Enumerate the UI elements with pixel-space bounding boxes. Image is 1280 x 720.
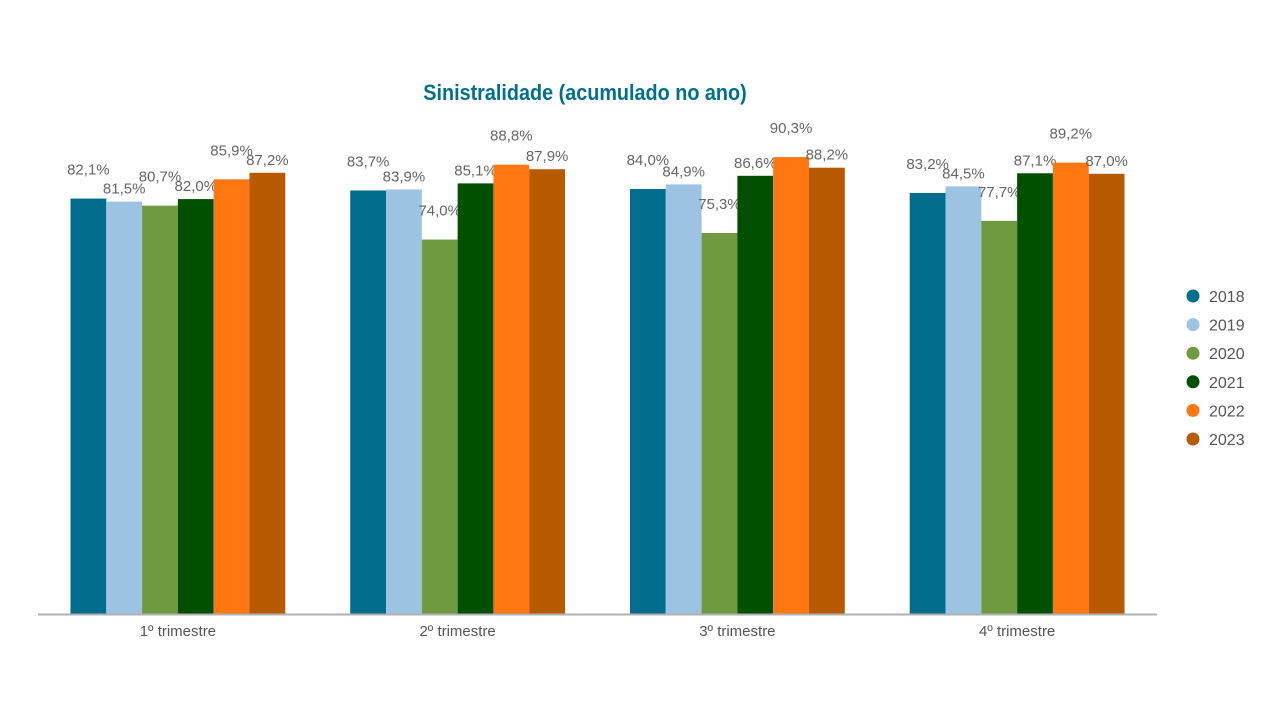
legend-marker-2020 [1186,346,1200,360]
data-label: 84,0% [627,152,670,169]
data-label: 87,1% [1014,152,1057,169]
bar-2019 [945,186,982,614]
bar-2018 [350,190,387,614]
data-label: 77,7% [978,184,1021,201]
legend-label: 2020 [1209,346,1245,363]
data-label: 88,2% [806,147,849,164]
data-label: 83,9% [383,168,426,185]
legend-label: 2019 [1209,318,1245,335]
legend-label: 2022 [1209,403,1245,420]
bar-2018 [70,198,107,614]
data-label: 83,7% [347,153,390,170]
data-label: 82,1% [67,162,110,179]
bar-2023 [529,169,566,614]
bar-2020 [701,232,738,614]
data-label: 87,9% [526,148,569,165]
bar-2023 [1088,173,1125,614]
data-label: 74,0% [418,203,461,220]
legend-marker-2022 [1186,403,1200,417]
legend-marker-2019 [1186,318,1200,332]
data-label: 87,0% [1085,153,1128,170]
x-tick-label: 4º trimestre [979,623,1055,640]
data-label: 86,6% [734,155,777,172]
data-label: 85,9% [210,142,253,159]
legend-label: 2018 [1209,289,1245,306]
data-label: 90,3% [770,120,813,137]
data-label: 83,2% [906,156,949,173]
bar-2022 [773,157,809,614]
bar-2020 [142,205,178,614]
data-label: 81,5% [103,181,146,198]
bar-2021 [457,183,494,615]
bar-2019 [106,201,143,615]
bar-2023 [249,172,286,614]
data-label: 88,8% [490,128,533,145]
legend-label: 2021 [1209,375,1245,392]
data-label: 80,7% [139,169,182,186]
bar-2022 [1052,162,1089,614]
data-label: 75,3% [698,196,741,213]
legend-marker-2021 [1186,375,1200,389]
data-label: 89,2% [1050,126,1093,143]
bar-2022 [493,164,530,614]
bar-2021 [177,199,214,614]
data-label: 84,5% [942,165,985,182]
legend-marker-2018 [1186,289,1200,303]
bar-2019 [386,189,422,614]
data-label: 82,0% [175,178,218,195]
legend-marker-2023 [1186,432,1200,446]
bar-2021 [737,175,774,614]
bar-2020 [981,220,1018,614]
data-label: 84,9% [662,163,705,180]
bar-2018 [909,193,946,614]
bar-2020 [421,239,458,614]
bar-2019 [665,184,702,614]
x-tick-label: 3º trimestre [699,623,775,640]
data-label: 85,1% [454,162,497,179]
bar-2018 [629,188,666,614]
bar-2022 [213,179,250,614]
data-label: 87,2% [246,152,289,169]
x-tick-label: 1º trimestre [140,623,216,640]
legend-label: 2023 [1209,432,1245,449]
chart-title: Sinistralidade (acumulado no ano) [423,80,747,105]
bar-2023 [808,167,845,614]
x-tick-label: 2º trimestre [419,623,495,640]
bar-2021 [1017,173,1053,615]
